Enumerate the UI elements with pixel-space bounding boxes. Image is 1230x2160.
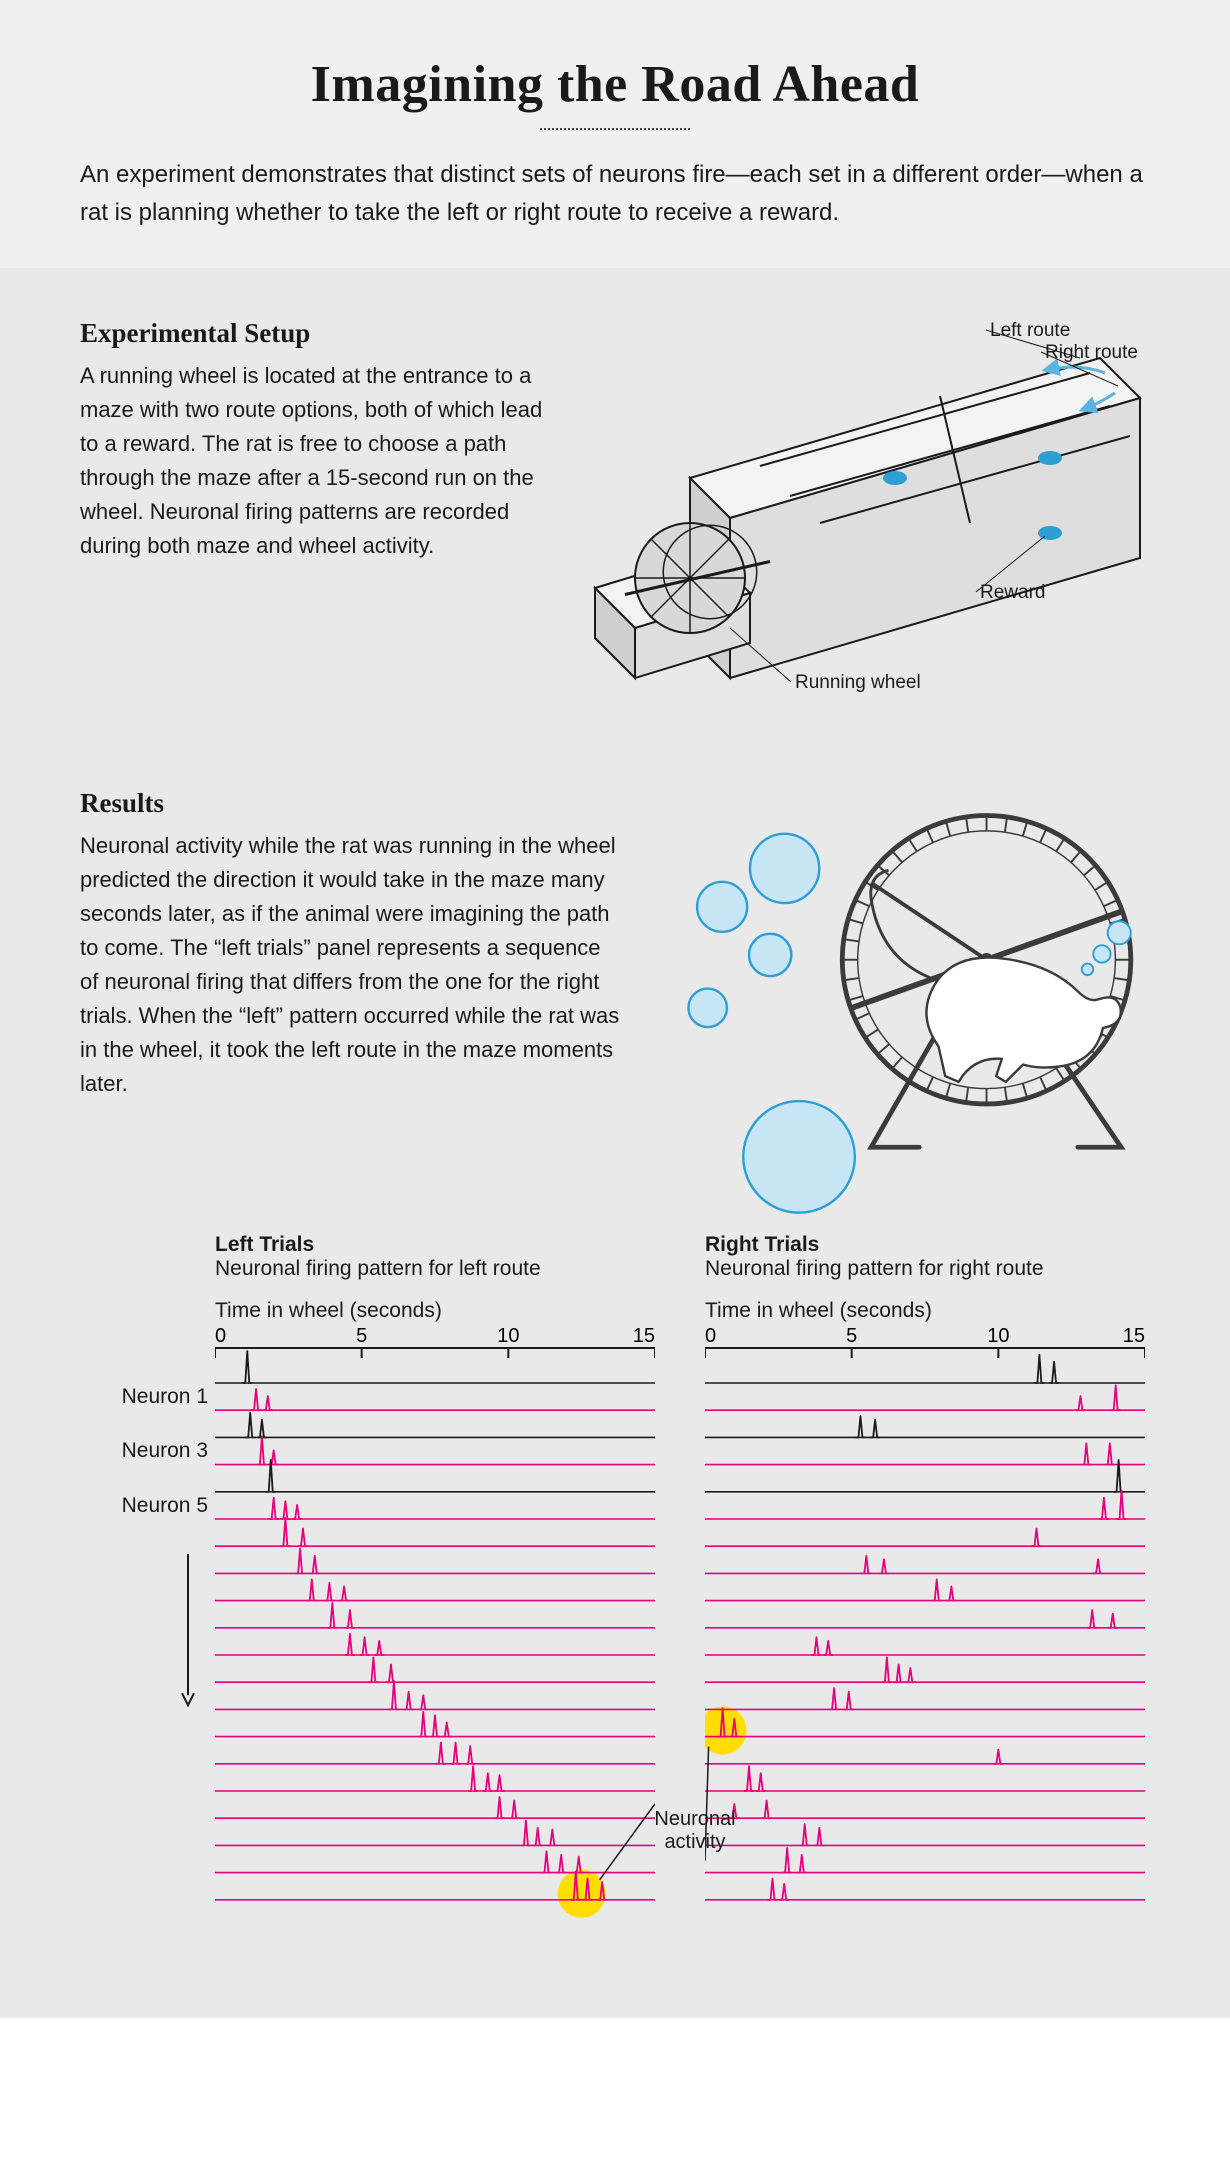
svg-text:0: 0 — [705, 1325, 716, 1347]
right-trials-title: Right Trials — [705, 1233, 1150, 1257]
svg-text:15: 15 — [633, 1325, 655, 1347]
title-rule — [540, 128, 690, 130]
svg-text:10: 10 — [987, 1325, 1009, 1347]
neuron-label-4 — [80, 1464, 208, 1491]
svg-text:Left route: Left route — [990, 320, 1070, 341]
neuronal-activity-label: Neuronalactivity — [640, 1808, 750, 1854]
svg-text:5: 5 — [846, 1325, 857, 1347]
neuron-label-3: Neuron 3 — [80, 1437, 208, 1464]
trials: Neuron 1 Neuron 3 Neuron 5 Left Trials Neu… — [80, 1233, 1150, 1958]
setup-text: A running wheel is located at the entran… — [80, 359, 550, 564]
wheel-diagram — [650, 788, 1150, 1218]
svg-text:15: 15 — [1123, 1325, 1145, 1347]
setup-heading: Experimental Setup — [80, 318, 550, 349]
left-trials-chart: 0 5 10 15 — [215, 1323, 655, 1953]
neuron-order-arrow — [80, 1546, 208, 1709]
right-axis-title: Time in wheel (seconds) — [705, 1299, 1150, 1323]
neuron-label-6 — [80, 1519, 208, 1546]
left-trials-sub: Neuronal firing pattern for left route — [215, 1257, 660, 1281]
maze-diagram: Left routeRight route Reward Running wheel — [590, 318, 1150, 718]
svg-text:0: 0 — [215, 1325, 226, 1347]
svg-text:5: 5 — [356, 1325, 367, 1347]
left-trials-title: Left Trials — [215, 1233, 660, 1257]
hero: Imagining the Road Ahead An experiment d… — [0, 0, 1230, 268]
svg-text:10: 10 — [497, 1325, 519, 1347]
main-title: Imagining the Road Ahead — [80, 55, 1150, 114]
svg-text:Right route: Right route — [1045, 342, 1138, 363]
neuron-label-1: Neuron 1 — [80, 1383, 208, 1410]
svg-text:Reward: Reward — [980, 582, 1045, 603]
subtitle: An experiment demonstrates that distinct… — [80, 156, 1150, 233]
right-trials-sub: Neuronal firing pattern for right route — [705, 1257, 1150, 1281]
svg-text:Running wheel: Running wheel — [795, 672, 921, 693]
neuron-label-5: Neuron 5 — [80, 1492, 208, 1519]
left-axis-title: Time in wheel (seconds) — [215, 1299, 660, 1323]
results-text: Neuronal activity while the rat was runn… — [80, 829, 620, 1102]
neuron-label-2 — [80, 1410, 208, 1437]
results-heading: Results — [80, 788, 620, 819]
right-trials-chart: 0 5 10 15 — [705, 1323, 1145, 1953]
